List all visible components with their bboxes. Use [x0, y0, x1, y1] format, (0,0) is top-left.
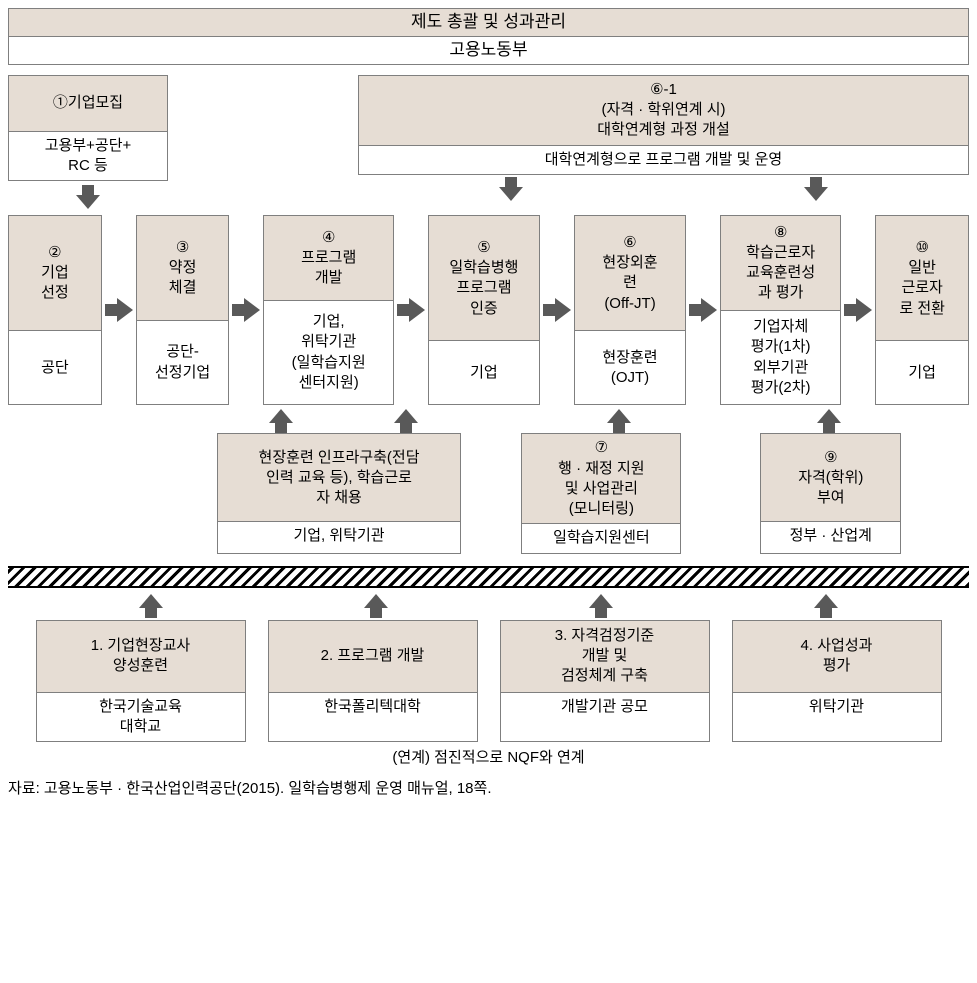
arrow-down-icon — [804, 177, 828, 201]
bottom3-body: 개발기관 공모 — [501, 693, 709, 721]
step1-head: ①기업모집 — [9, 76, 167, 132]
step10-head: ⑩ 일반 근로자 로 전환 — [876, 216, 968, 341]
arrow-right-icon — [686, 298, 720, 322]
step4-body: 기업, 위탁기관 (일학습지원 센터지원) — [264, 301, 392, 405]
arrow-down-icon — [499, 177, 523, 201]
box-step2: ② 기업 선정 공단 — [8, 215, 102, 405]
box-step1: ①기업모집 고용부+공단+ RC 등 — [8, 75, 168, 182]
under-row: 현장훈련 인프라구축(전담 인력 교육 등), 학습근로 자 채용 기업, 위탁… — [8, 433, 969, 553]
arrow-right-icon — [540, 298, 574, 322]
box-step6: ⑥ 현장외훈 련 (Off-JT) 현장훈련 (OJT) — [574, 215, 686, 405]
box-step9: ⑨ 자격(학위) 부여 정부 · 산업계 — [760, 433, 901, 553]
step3-body: 공단- 선정기업 — [137, 321, 229, 404]
step9-body: 정부 · 산업계 — [761, 522, 900, 550]
bottom3-head: 3. 자격검정기준 개발 및 검정체계 구축 — [501, 621, 709, 693]
step6-head: ⑥ 현장외훈 련 (Off-JT) — [575, 216, 685, 331]
arrow-up-icon — [364, 594, 388, 618]
step4-head: ④ 프로그램 개발 — [264, 216, 392, 300]
box-bottom3: 3. 자격검정기준 개발 및 검정체계 구축 개발기관 공모 — [500, 620, 710, 743]
box-under-infra: 현장훈련 인프라구축(전담 인력 교육 등), 학습근로 자 채용 기업, 위탁… — [217, 433, 462, 553]
step8-body: 기업자체 평가(1차) 외부기관 평가(2차) — [721, 311, 840, 405]
step5-body: 기업 — [429, 341, 539, 404]
arrow-up-icon — [814, 594, 838, 618]
main-flow: ② 기업 선정 공단 ③ 약정 체결 공단- 선정기업 ④ 프로그램 개발 기업… — [8, 215, 969, 405]
arrow-up-icon — [139, 594, 163, 618]
box-step6-1: ⑥-1 (자격 · 학위연계 시) 대학연계형 과정 개설 대학연계형으로 프로… — [358, 75, 969, 175]
under-infra-head: 현장훈련 인프라구축(전담 인력 교육 등), 학습근로 자 채용 — [218, 434, 461, 522]
box-bottom4: 4. 사업성과 평가 위탁기관 — [732, 620, 942, 743]
box-bottom2: 2. 프로그램 개발 한국폴리텍대학 — [268, 620, 478, 743]
arrow-up-icon — [607, 409, 631, 433]
box-step4: ④ 프로그램 개발 기업, 위탁기관 (일학습지원 센터지원) — [263, 215, 393, 405]
under-infra-body: 기업, 위탁기관 — [218, 522, 461, 550]
step5-head: ⑤ 일학습병행 프로그램 인증 — [429, 216, 539, 341]
step2-head: ② 기업 선정 — [9, 216, 101, 331]
top-title: 제도 총괄 및 성과관리 — [9, 9, 968, 37]
step6-body: 현장훈련 (OJT) — [575, 331, 685, 404]
step7-head: ⑦ 행 · 재정 지원 및 사업관리 (모니터링) — [522, 434, 680, 524]
bottom1-head: 1. 기업현장교사 양성훈련 — [37, 621, 245, 693]
arrow-up-icon — [817, 409, 841, 433]
box-step5: ⑤ 일학습병행 프로그램 인증 기업 — [428, 215, 540, 405]
hatch-divider — [8, 566, 969, 588]
arrow-right-icon — [229, 298, 263, 322]
bottom1-body: 한국기술교육 대학교 — [37, 693, 245, 742]
source-note: 자료: 고용노동부 · 한국산업인력공단(2015). 일학습병행제 운영 매뉴… — [8, 777, 969, 798]
bottom-arrows — [38, 594, 939, 618]
box-step7: ⑦ 행 · 재정 지원 및 사업관리 (모니터링) 일학습지원센터 — [521, 433, 681, 553]
step7-body: 일학습지원센터 — [522, 524, 680, 552]
step6-1-body: 대학연계형으로 프로그램 개발 및 운영 — [359, 146, 968, 174]
step1-body: 고용부+공단+ RC 등 — [9, 132, 167, 181]
top-subtitle: 고용노동부 — [9, 37, 968, 64]
step10-body: 기업 — [876, 341, 968, 404]
arrow-up-icon — [394, 409, 418, 433]
bottom4-body: 위탁기관 — [733, 693, 941, 721]
row-intro: ①기업모집 고용부+공단+ RC 등 ⑥-1 (자격 · 학위연계 시) 대학연… — [8, 75, 969, 210]
arrow-up-icon — [589, 594, 613, 618]
bottom2-body: 한국폴리텍대학 — [269, 693, 477, 721]
step6-1-head: ⑥-1 (자격 · 학위연계 시) 대학연계형 과정 개설 — [359, 76, 968, 146]
step2-body: 공단 — [9, 331, 101, 404]
step8-head: ⑧ 학습근로자 교육훈련성 과 평가 — [721, 216, 840, 311]
top-banner: 제도 총괄 및 성과관리 고용노동부 — [8, 8, 969, 65]
box-step8: ⑧ 학습근로자 교육훈련성 과 평가 기업자체 평가(1차) 외부기관 평가(2… — [720, 215, 841, 405]
box-bottom1: 1. 기업현장교사 양성훈련 한국기술교육 대학교 — [36, 620, 246, 743]
box-step3: ③ 약정 체결 공단- 선정기업 — [136, 215, 230, 405]
bottom4-head: 4. 사업성과 평가 — [733, 621, 941, 693]
step3-head: ③ 약정 체결 — [137, 216, 229, 321]
bottom-row: 1. 기업현장교사 양성훈련 한국기술교육 대학교 2. 프로그램 개발 한국폴… — [8, 620, 969, 743]
arrow-right-icon — [394, 298, 428, 322]
box-step10: ⑩ 일반 근로자 로 전환 기업 — [875, 215, 969, 405]
arrow-right-icon — [102, 298, 136, 322]
link-note: (연계) 점진적으로 NQF와 연계 — [8, 746, 969, 767]
bottom2-head: 2. 프로그램 개발 — [269, 621, 477, 693]
step9-head: ⑨ 자격(학위) 부여 — [761, 434, 900, 522]
arrow-up-icon — [269, 409, 293, 433]
arrow-right-icon — [841, 298, 875, 322]
arrow-down-icon — [76, 185, 100, 209]
